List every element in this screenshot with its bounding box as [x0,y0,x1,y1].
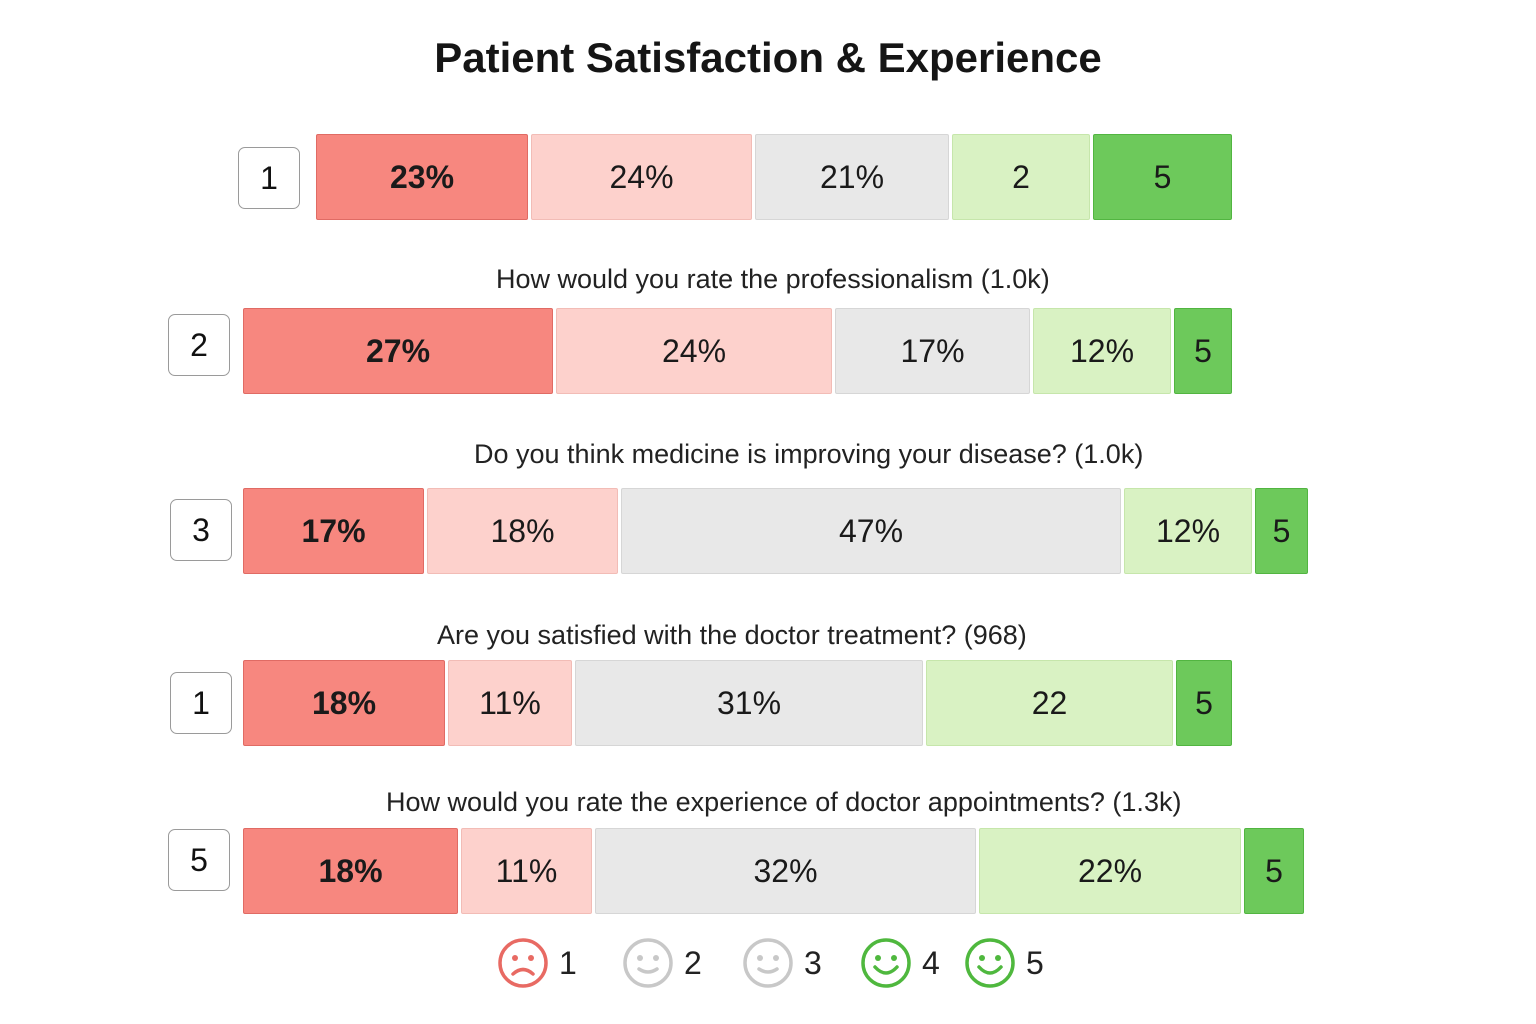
question-label: Do you think medicine is improving your … [474,439,1144,469]
bar-segment-level-4: 2 [952,134,1090,220]
bar-segment-level-1: 18% [243,660,445,746]
neutral-face-icon [623,938,673,988]
legend-item-1: 1 [497,936,577,990]
bar-segment-level-2: 18% [427,488,618,574]
bar-segment-level-1: 27% [243,308,553,394]
bar-segment-level-3: 32% [595,828,976,914]
sad-face-icon [498,938,548,988]
row-badge: 1 [170,672,232,734]
bar-segment-level-5: 5 [1255,488,1308,574]
legend-label: 1 [559,944,577,981]
happy-face-icon [861,938,911,988]
bar-segment-level-4: 22 [926,660,1173,746]
row-badge: 5 [168,829,230,891]
chart-title: Patient Satisfaction & Experience [434,34,1102,81]
row-badge: 2 [168,314,230,376]
legend-label: 4 [922,944,940,981]
bar-segment-level-2: 11% [461,828,592,914]
bar-segment-level-1: 23% [316,134,528,220]
bar-segment-level-5: 5 [1093,134,1232,220]
bar-segment-level-4: 12% [1124,488,1252,574]
stacked-bar: 17% 18% 47% 12% 5 [243,488,1308,574]
neutral-face-icon [743,938,793,988]
row-badge: 1 [238,147,300,209]
stacked-bar: 27% 24% 17% 12% 5 [243,308,1232,394]
bar-segment-level-2: 24% [531,134,752,220]
legend-item-4: 4 [860,936,940,990]
question-label: How would you rate the professionalism (… [496,264,1050,294]
stacked-bar: 18% 11% 32% 22% 5 [243,828,1304,914]
bar-segment-level-1: 17% [243,488,424,574]
bar-segment-level-1: 18% [243,828,458,914]
bar-segment-level-3: 21% [755,134,949,220]
legend-label: 2 [684,944,702,981]
bar-segment-level-3: 17% [835,308,1030,394]
bar-segment-level-3: 47% [621,488,1121,574]
bar-segment-level-5: 5 [1174,308,1232,394]
bar-segment-level-4: 22% [979,828,1241,914]
legend-label: 5 [1026,944,1044,981]
legend-item-5: 5 [964,936,1044,990]
legend-item-3: 3 [742,936,822,990]
bar-segment-level-4: 12% [1033,308,1171,394]
question-label: How would you rate the experience of doc… [386,787,1182,817]
stacked-bar: 18% 11% 31% 22 5 [243,660,1232,746]
happy-face-icon [965,938,1015,988]
question-label: Are you satisfied with the doctor treatm… [437,620,1027,650]
row-badge: 3 [170,499,232,561]
bar-segment-level-5: 5 [1176,660,1232,746]
legend-item-2: 2 [622,936,702,990]
bar-segment-level-5: 5 [1244,828,1304,914]
bar-segment-level-2: 11% [448,660,572,746]
bar-segment-level-3: 31% [575,660,923,746]
bar-segment-level-2: 24% [556,308,832,394]
legend-label: 3 [804,944,822,981]
stacked-bar: 23% 24% 21% 2 5 [316,134,1232,220]
